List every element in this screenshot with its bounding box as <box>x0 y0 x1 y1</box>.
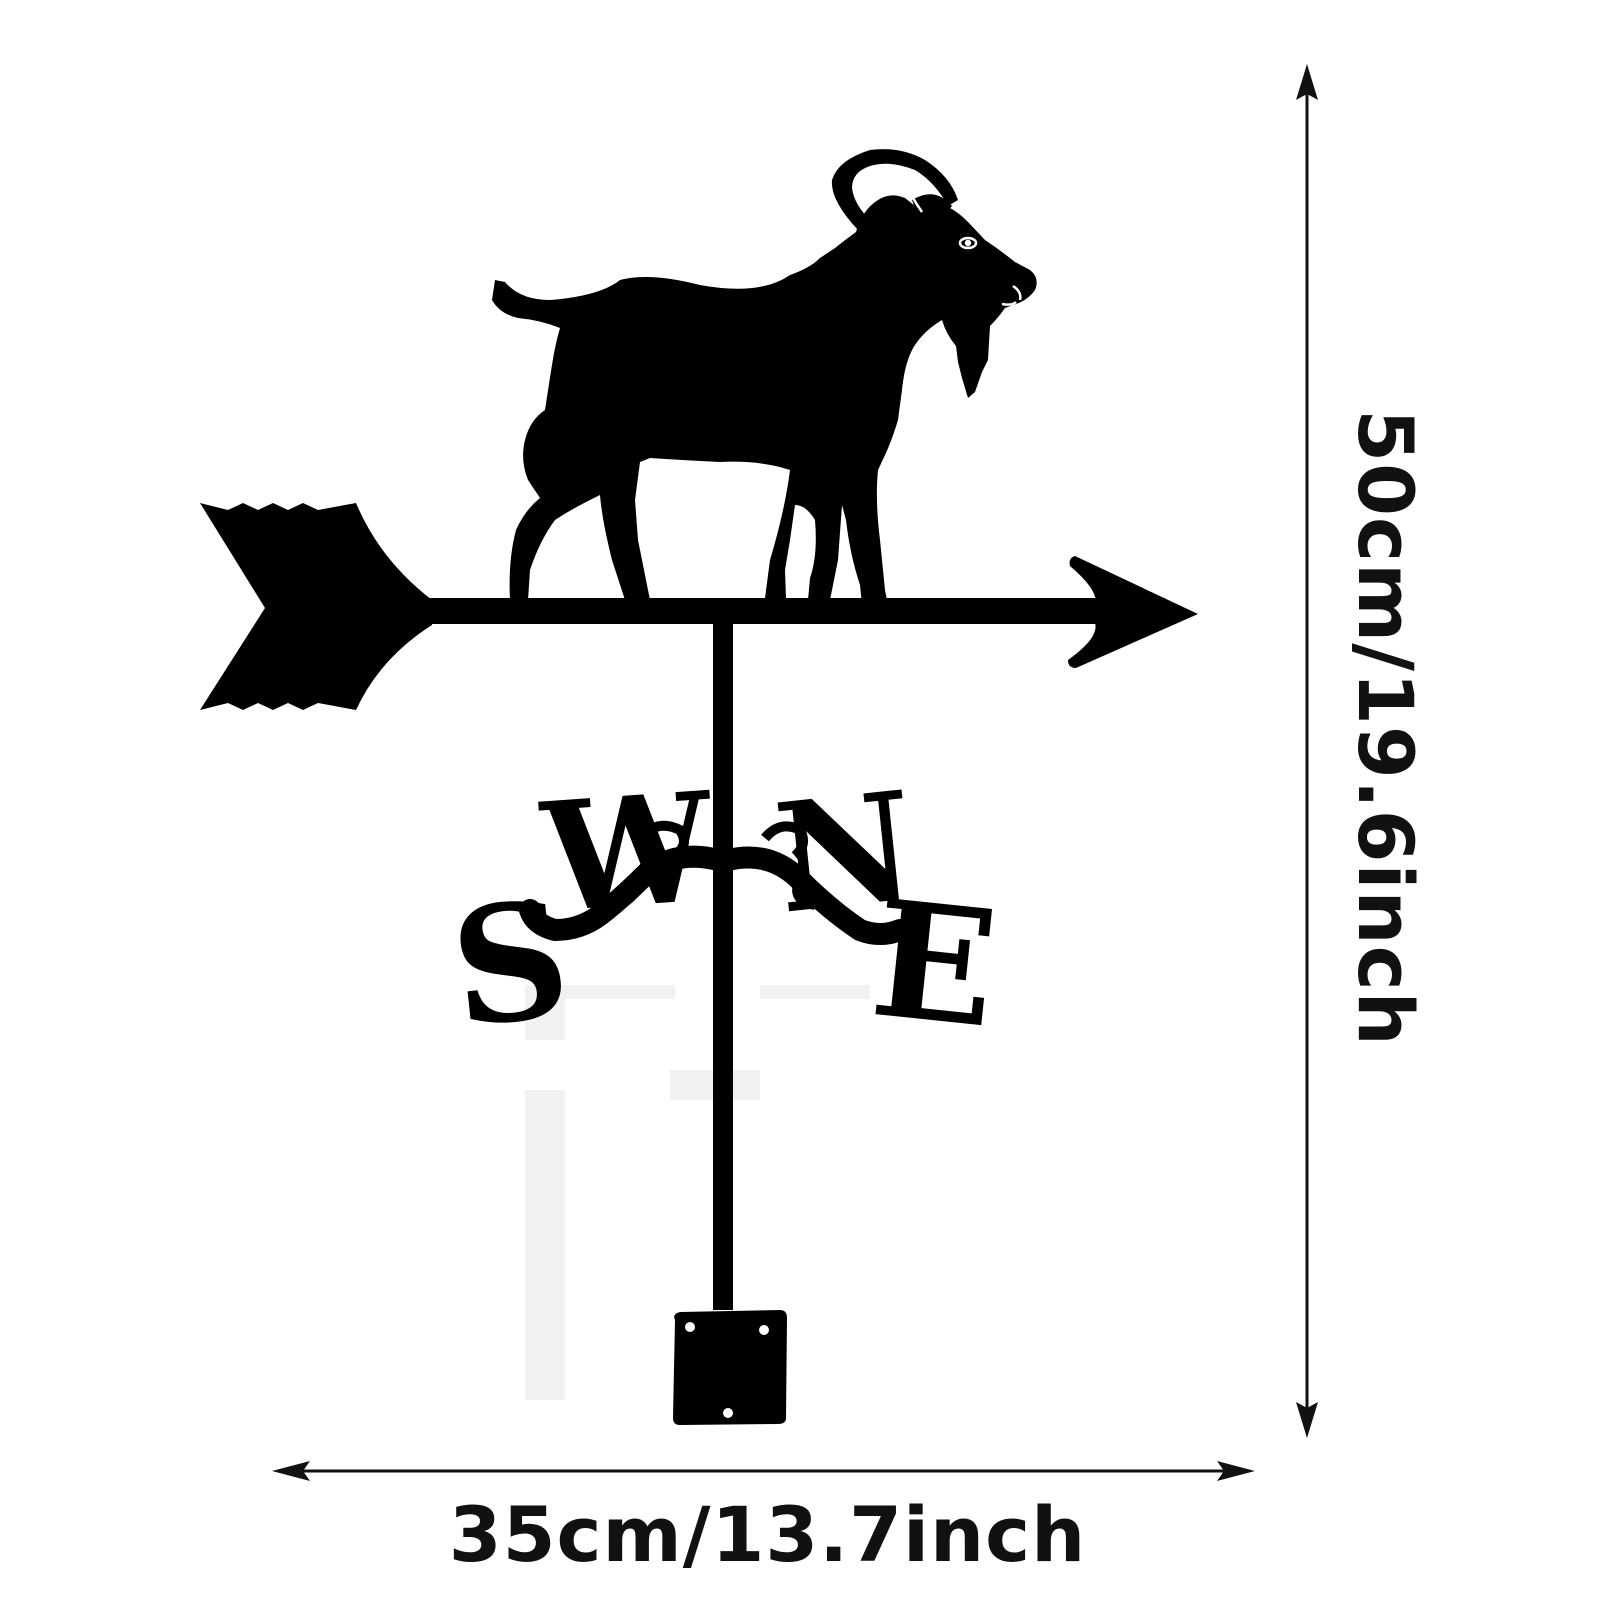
width-arrow-right-icon <box>1217 1461 1255 1481</box>
compass-swirl-left <box>519 845 729 942</box>
width-label: 35cm/13.7inch <box>448 1490 1087 1579</box>
arrow-head <box>1068 556 1198 668</box>
mounting-plate <box>673 1310 787 1425</box>
height-dimension-line <box>1296 64 1318 1438</box>
arrow-icon <box>200 503 1198 710</box>
height-label: 50cm/19.6inch <box>1341 409 1430 1047</box>
plate-hole-top-right <box>759 1325 769 1335</box>
compass-letters-icon: W N S E <box>443 758 1005 1063</box>
width-dimension-line <box>272 1461 1255 1481</box>
width-arrow-left-icon <box>272 1461 310 1481</box>
compass-letter-s: S <box>443 864 578 1063</box>
height-arrow-bottom-icon <box>1296 1402 1318 1438</box>
compass-letter-n: N <box>768 758 923 947</box>
mounting-plate-icon <box>673 1310 787 1425</box>
compass-letter-e: E <box>864 864 1005 1064</box>
height-arrow-top-icon <box>1296 64 1318 100</box>
goat-horn <box>831 149 958 230</box>
goat-icon <box>492 149 1037 605</box>
plate-hole-top-left <box>685 1322 695 1332</box>
goat-details <box>903 181 1022 306</box>
goat-eye <box>958 236 978 250</box>
arrow-tail <box>200 503 432 710</box>
compass-letter-w: W <box>535 759 720 947</box>
compass-swirl-right <box>717 846 911 945</box>
vane-post <box>713 620 733 1310</box>
goat-body <box>492 195 1037 605</box>
plate-hole-bottom <box>723 1408 733 1418</box>
arrow-shaft <box>420 598 1165 624</box>
goat-ear <box>912 194 952 222</box>
